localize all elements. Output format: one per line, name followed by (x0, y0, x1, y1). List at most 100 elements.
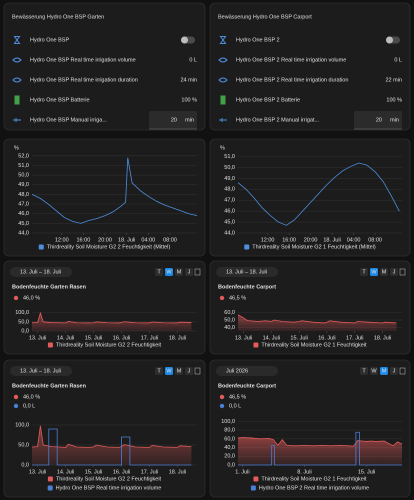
legend-dot (13, 295, 19, 301)
card (209, 138, 411, 257)
legend-swatch[interactable] (244, 244, 250, 250)
number-input[interactable] (149, 111, 197, 129)
entity-name: Hydro One BSP 2 (236, 37, 280, 43)
legend-swatch[interactable] (47, 476, 53, 482)
period-button[interactable] (185, 268, 193, 276)
x-tick-label: 18. Juli (169, 469, 186, 475)
legend-swatch[interactable] (38, 244, 44, 250)
x-tick-label: 16. Juli (318, 335, 335, 341)
period-label: W (166, 269, 172, 275)
period-label: M (177, 269, 182, 275)
date-picker[interactable] (216, 267, 278, 277)
legend-swatch[interactable] (47, 485, 53, 491)
period-button[interactable] (360, 367, 368, 375)
calendar-icon[interactable] (399, 268, 406, 276)
x-tick-label: 15. Juli (85, 335, 102, 341)
legend-label[interactable]: Thirdreality Soil Moisture G2 2 Feuchtig… (56, 342, 162, 348)
period-button[interactable] (175, 367, 183, 375)
date-range: 13. Juli – 18. Juli (20, 368, 61, 374)
x-tick-label: 1. Juli (235, 469, 249, 475)
x-tick-label: 15. Juli (358, 469, 375, 475)
series-line (237, 314, 397, 324)
legend-label[interactable]: Thirdreality Soil Moisture G2 1 Feuchtig… (261, 342, 367, 348)
input-unit: min (185, 117, 194, 123)
y-tick-label: 0,0 (227, 462, 235, 468)
legend-swatch[interactable] (250, 485, 256, 491)
entity-icon (219, 36, 227, 44)
period-label: T (157, 368, 161, 374)
period-button[interactable] (370, 268, 378, 276)
period-label: W (166, 368, 172, 374)
entity-icon (218, 57, 228, 63)
y-tick-label: 45,0 (224, 220, 235, 226)
period-button[interactable] (380, 268, 388, 276)
entity-icon (220, 95, 226, 105)
legend-label[interactable]: Thirdreality Soil Moisture G2 2 Feuchtig… (56, 476, 162, 482)
entity-value: 22 min (385, 77, 402, 83)
entity-name: Hydro One BSP 2 Batterie (236, 97, 300, 103)
period-button[interactable] (360, 268, 368, 276)
entity-name: Hydro One BSP 2 Manual irrigat... (236, 117, 320, 123)
entity-name: Hydro One BSP Real time irrigation durat… (30, 77, 138, 83)
legend-swatch[interactable] (253, 342, 259, 348)
x-tick-label: 17. Juli (141, 469, 158, 475)
x-tick-label: 16. Juli (113, 335, 130, 341)
card (209, 2, 411, 131)
entity-icon (13, 36, 21, 44)
period-label: T (362, 368, 366, 374)
entity-icon (12, 77, 22, 83)
date-picker[interactable] (216, 366, 278, 376)
period-label: M (382, 269, 387, 275)
x-tick-label: 18. Juli (323, 237, 340, 243)
current-value: 0,0 L (229, 403, 241, 409)
entity-name: Hydro One BSP (30, 37, 69, 43)
number-input[interactable] (354, 111, 402, 129)
y-tick-label: 48,0 (224, 187, 235, 193)
entity-name: Hydro One BSP Manual irriga... (30, 117, 107, 123)
legend-label[interactable]: Hydro One BSP Real time irrigation volum… (56, 485, 162, 491)
card-title: Bewässerung Hydro One BSP Carport (218, 14, 312, 20)
input-value: 20 (376, 117, 382, 123)
y-tick-label: 47,0 (18, 202, 29, 208)
calendar-icon[interactable] (194, 268, 201, 276)
legend-swatch[interactable] (47, 342, 53, 348)
line (237, 162, 400, 226)
period-label: J (393, 269, 396, 275)
period-button[interactable] (185, 367, 193, 375)
legend-label[interactable]: Thirdreality Soil Moisture G2 1 Feuchtig… (261, 476, 367, 482)
legend-label[interactable]: Hydro One BSP 2 Real time irrigation vol… (259, 485, 369, 491)
period-button[interactable] (165, 268, 173, 276)
x-tick-label: 16:00 (282, 237, 296, 243)
y-tick-label: 40,0 (224, 445, 235, 451)
period-button[interactable] (370, 367, 378, 375)
y-tick-label: 50,0 (18, 442, 29, 448)
period-button[interactable] (380, 367, 388, 375)
y-tick-label: 51,0 (224, 154, 235, 160)
date-picker[interactable] (10, 267, 72, 277)
legend-label[interactable]: Thirdreality Soil Moisture G2 1 Feuchtig… (252, 244, 376, 250)
period-button[interactable] (175, 268, 183, 276)
y-axis-label: % (220, 145, 225, 151)
legend-dot (219, 394, 225, 400)
current-value: 46,0 % (23, 295, 40, 301)
y-tick-label: 49,0 (224, 176, 235, 182)
calendar-icon[interactable] (194, 367, 201, 375)
y-tick-label: 52,0 (18, 153, 29, 159)
stat-title: Bodenfeuchte Carport (218, 284, 276, 290)
period-button[interactable] (390, 268, 398, 276)
entity-icon (12, 57, 22, 63)
date-picker[interactable] (10, 366, 72, 376)
period-label: J (393, 368, 396, 374)
x-tick-label: 13. Juli (235, 335, 252, 341)
period-button[interactable] (155, 268, 163, 276)
entity-value: 0 L (394, 57, 402, 63)
legend-label[interactable]: Thirdreality Soil Moisture G2 2 Feuchtig… (47, 244, 171, 250)
calendar-icon[interactable] (399, 367, 406, 375)
period-button[interactable] (390, 367, 398, 375)
line (31, 157, 198, 224)
period-button[interactable] (155, 367, 163, 375)
x-tick-label: 18. Juli (169, 335, 186, 341)
legend-swatch[interactable] (253, 476, 259, 482)
toggle-knob (181, 36, 188, 44)
period-button[interactable] (165, 367, 173, 375)
